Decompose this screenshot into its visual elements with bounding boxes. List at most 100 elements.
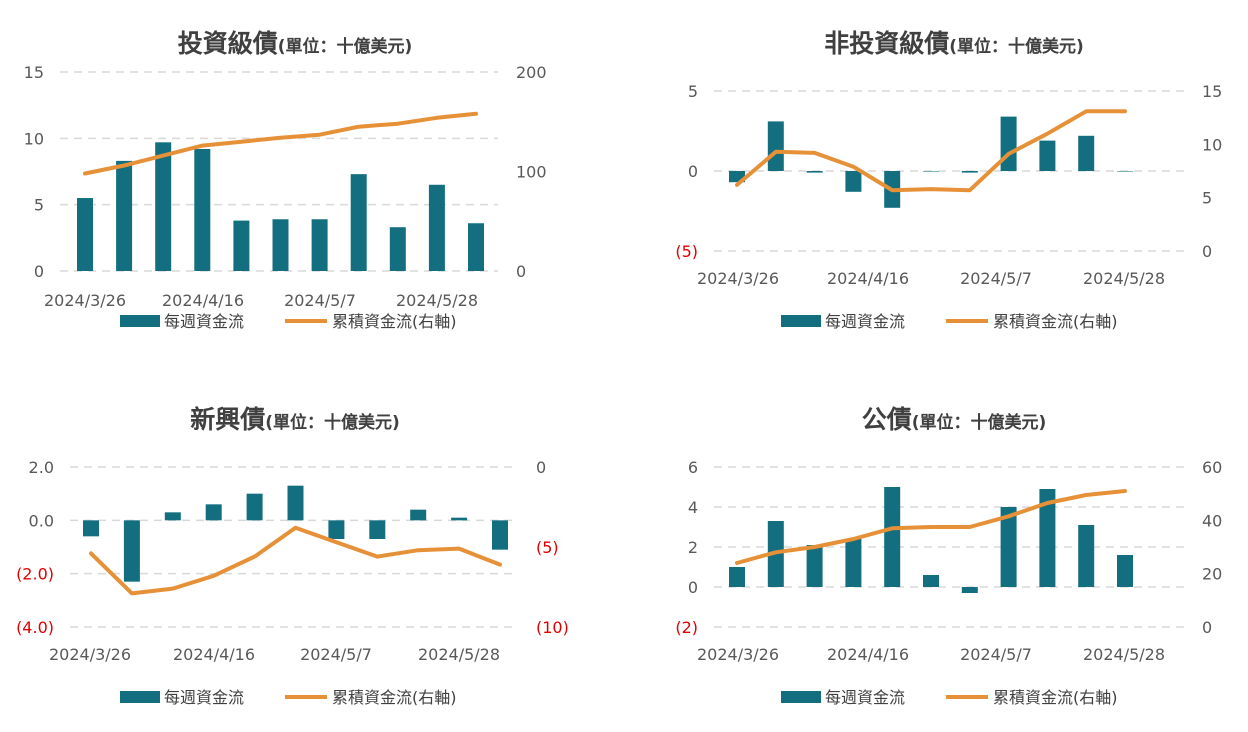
weekly-flow-bar (961, 171, 978, 173)
chart-title-main: 非投資級債 (824, 29, 949, 58)
weekly-flow-bar (389, 227, 406, 271)
right-axis-tick: 200 (516, 63, 547, 82)
weekly-flow-bar (369, 520, 386, 539)
cumulative-flow-line (89, 525, 502, 596)
chart-title: 新興債(單位：十億美元) (190, 405, 400, 434)
x-axis-tick: 2024/4/16 (162, 291, 244, 310)
x-axis-tick: 2024/3/26 (44, 291, 126, 310)
chart-title: 公債(單位：十億美元) (862, 405, 1047, 434)
legend-bar-label: 每週資金流 (825, 688, 905, 707)
x-axis-tick: 2024/3/26 (697, 645, 779, 664)
legend-line-label: 累積資金流(右軸) (993, 312, 1118, 331)
chart-emerging-market: 新興債(單位：十億美元) 2.0 0.0 (2.0) (4.0) 0 (5) (10) 2024… (16, 405, 569, 707)
right-axis-tick: 20 (1202, 565, 1222, 584)
weekly-flow-bar (1078, 135, 1095, 171)
weekly-flow-bar (884, 487, 901, 587)
left-axis-tick: 15 (24, 63, 44, 82)
left-axis-tick: 2 (688, 538, 698, 557)
chart-title-unit: (單位：十億美元) (949, 36, 1084, 57)
chart-panel-high-yield: 非投資級債(單位：十億美元) 5 0 (5) 15 10 5 0 2024/3/26 2024/4… (624, 0, 1248, 364)
weekly-flow-bar (287, 485, 304, 521)
legend-bar-swatch (120, 691, 160, 703)
x-axis-tick: 2024/5/28 (418, 645, 500, 664)
x-axis-tick: 2024/5/7 (284, 291, 356, 310)
weekly-flow-bar (328, 520, 345, 539)
weekly-flow-bar (155, 142, 172, 271)
weekly-flow-bar (123, 520, 140, 582)
weekly-flow-bar (923, 575, 939, 587)
chart-title-unit: (單位：十億美元) (278, 36, 413, 57)
right-axis-tick: 0 (1202, 242, 1212, 261)
weekly-flow-bar (961, 587, 978, 593)
weekly-flow-bar (845, 539, 862, 587)
cumulative-flow-line (83, 111, 478, 176)
weekly-flow-bar (194, 148, 211, 271)
right-axis-tick: 10 (1202, 135, 1222, 154)
weekly-flow-bar (272, 219, 289, 271)
weekly-flow-bar (923, 171, 939, 172)
weekly-flow-bar (410, 509, 427, 521)
weekly-flow-bar (468, 223, 484, 271)
chart-title-unit: (單位：十億美元) (912, 412, 1047, 433)
weekly-flow-bar (1039, 489, 1056, 587)
x-axis-tick: 2024/3/26 (697, 269, 779, 288)
right-axis-tick: 0 (516, 262, 526, 281)
legend-bar-swatch (781, 315, 821, 327)
x-axis-tick: 2024/3/26 (49, 645, 131, 664)
weekly-flow-bar (311, 219, 328, 271)
legend-line-label: 累積資金流(右軸) (332, 312, 457, 331)
chart-panel-government: 公債(單位：十億美元) 6 4 2 0 (2) 60 40 20 0 2024/3/26 2024/4… (624, 364, 1248, 728)
weekly-flow-bar (428, 184, 445, 271)
weekly-flow-bar (492, 520, 508, 550)
x-axis-tick: 2024/5/7 (960, 269, 1032, 288)
weekly-flow-bar (845, 171, 862, 192)
left-axis-tick: 6 (688, 458, 698, 477)
right-axis-tick: 15 (1202, 82, 1222, 101)
legend-line-label: 累積資金流(右軸) (993, 688, 1118, 707)
x-axis-tick: 2024/5/28 (1083, 269, 1165, 288)
weekly-flow-bar (1000, 116, 1017, 171)
x-axis-tick: 2024/5/28 (396, 291, 478, 310)
left-axis-tick: (5) (675, 242, 698, 261)
right-axis-tick: 60 (1202, 458, 1222, 477)
left-axis-tick: (4.0) (16, 618, 54, 637)
chart-title-main: 新興債 (190, 405, 265, 434)
chart-title-main: 投資級債 (178, 29, 278, 58)
left-axis-tick: (2) (675, 618, 698, 637)
left-axis-tick: 2.0 (29, 458, 54, 477)
right-axis-tick: (5) (536, 538, 559, 557)
chart-title: 非投資級債(單位：十億美元) (824, 29, 1084, 58)
chart-panel-emerging-market: 新興債(單位：十億美元) 2.0 0.0 (2.0) (4.0) 0 (5) (10) 2024… (0, 364, 624, 728)
chart-title: 投資級債(單位：十億美元) (178, 29, 413, 58)
cumulative-flow-line (735, 489, 1127, 565)
left-axis-tick: 0 (34, 262, 44, 281)
legend-bar-label: 每週資金流 (825, 312, 905, 331)
weekly-flow-bar (1117, 171, 1133, 172)
x-axis-tick: 2024/5/28 (1083, 645, 1165, 664)
left-axis-tick: 5 (34, 196, 44, 215)
weekly-flow-bar (246, 493, 263, 521)
left-axis-tick: 0.0 (29, 511, 54, 530)
weekly-flow-bar (729, 171, 745, 183)
right-axis-tick: 40 (1202, 511, 1222, 530)
right-axis-tick: 0 (536, 458, 546, 477)
x-axis-tick: 2024/5/7 (960, 645, 1032, 664)
weekly-flow-bar (1117, 555, 1133, 587)
weekly-flow-bar (1078, 525, 1095, 587)
x-axis-tick: 2024/4/16 (827, 645, 909, 664)
right-axis-tick: 5 (1202, 189, 1212, 208)
right-axis-tick: (10) (536, 618, 569, 637)
right-axis-tick: 0 (1202, 618, 1212, 637)
legend-bar-label: 每週資金流 (164, 688, 244, 707)
weekly-flow-bar (1000, 507, 1017, 587)
weekly-flow-bar (729, 567, 745, 587)
weekly-flow-bar (451, 517, 468, 521)
legend-bar-swatch (781, 691, 821, 703)
legend-bar-swatch (120, 315, 160, 327)
x-axis-tick: 2024/4/16 (827, 269, 909, 288)
legend-line-label: 累積資金流(右軸) (332, 688, 457, 707)
weekly-flow-bar (205, 504, 222, 521)
x-axis-tick: 2024/5/7 (300, 645, 372, 664)
